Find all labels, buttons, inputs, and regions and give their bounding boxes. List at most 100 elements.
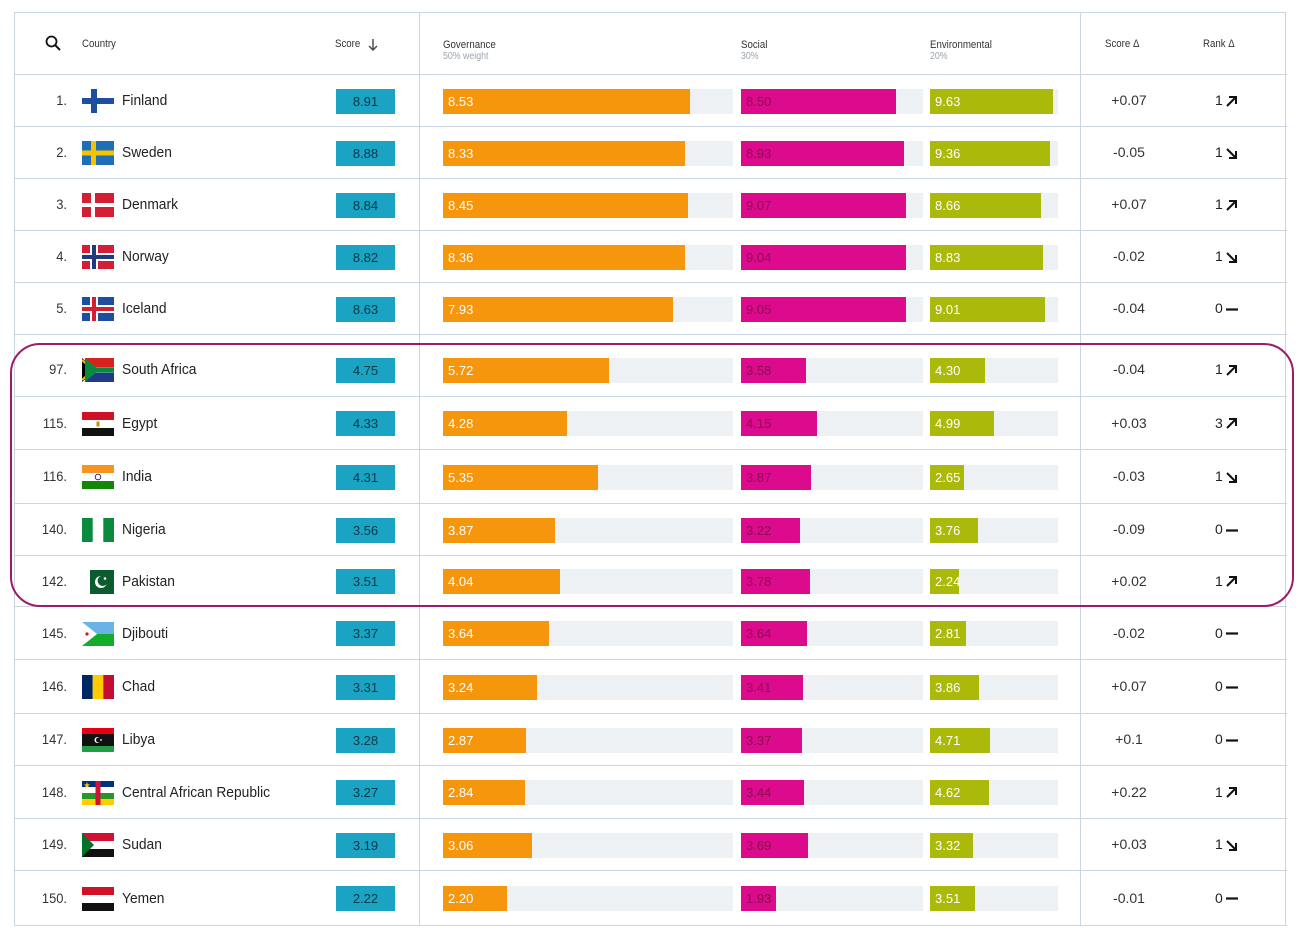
- gov-bar-track: 8.33: [443, 140, 733, 166]
- country-name[interactable]: Finland: [122, 92, 168, 109]
- env-value: 3.32: [935, 837, 961, 853]
- env-value: 9.01: [935, 301, 961, 317]
- soc-value: 3.22: [746, 522, 772, 538]
- header-score-delta[interactable]: Score Δ: [1105, 38, 1140, 50]
- table-row[interactable]: 150. Yemen 2.22 2.20 1.93 3.51 -0.01 0: [15, 871, 1287, 926]
- header-environmental[interactable]: Environmental 20%: [930, 39, 992, 63]
- soc-bar-track: 3.69: [741, 832, 923, 858]
- env-bar-fill: [930, 88, 1054, 114]
- country-name[interactable]: Sweden: [122, 144, 172, 161]
- rank-number: 1.: [56, 92, 67, 108]
- dash-icon: [1225, 686, 1238, 689]
- header-rank-delta[interactable]: Rank Δ: [1203, 38, 1235, 50]
- score-badge: 4.33: [336, 411, 395, 436]
- arrow-down-icon[interactable]: [368, 39, 378, 51]
- country-name[interactable]: Libya: [122, 731, 155, 748]
- gov-value: 4.04: [448, 574, 474, 589]
- soc-value: 9.04: [746, 249, 772, 265]
- table-row[interactable]: 149. Sudan 3.19 3.06 3.69 3.32 +0.03 1: [15, 819, 1287, 871]
- country-name[interactable]: Nigeria: [122, 521, 166, 538]
- rank-number: 142.: [41, 572, 67, 589]
- gov-bar-track: 2.84: [443, 780, 733, 805]
- score-delta: -0.02: [1113, 248, 1145, 264]
- table-row[interactable]: 148. Central African Republic 3.27 2.84 …: [15, 766, 1287, 819]
- sweden-flag-icon: [82, 141, 114, 165]
- search-icon[interactable]: [45, 35, 61, 51]
- country-name[interactable]: South Africa: [122, 361, 197, 378]
- rank-delta: 0: [1215, 521, 1239, 537]
- country-name[interactable]: Egypt: [122, 414, 158, 432]
- table-row[interactable]: 5. Iceland 8.63 7.93 9.05 9.01 -0.04 0: [15, 283, 1287, 335]
- country-name[interactable]: Djibouti: [122, 624, 169, 642]
- finland-flag-icon: [82, 89, 114, 113]
- country-name[interactable]: Pakistan: [122, 572, 175, 590]
- table-row[interactable]: 116. India 4.31 5.35 3.87 2.65 -0.03 1: [15, 450, 1287, 504]
- score-badge: 3.51: [336, 569, 395, 594]
- table-row[interactable]: 115. Egypt 4.33 4.28 4.15 4.99 +0.03 3: [15, 397, 1287, 450]
- score-badge: 8.88: [336, 140, 395, 166]
- country-name[interactable]: Denmark: [122, 196, 178, 213]
- soc-bar-fill: [741, 192, 907, 218]
- soc-value: 9.07: [746, 197, 772, 213]
- env-bar-track: 3.76: [930, 517, 1058, 543]
- arrow-up-right-icon: [1226, 576, 1237, 588]
- header-social-label: Social: [741, 39, 768, 51]
- rank-delta-value: 0: [1215, 521, 1223, 537]
- table-row[interactable]: 142. Pakistan 3.51 4.04 3.78 2.24 +0.02 …: [15, 556, 1287, 607]
- soc-bar-fill: [741, 569, 810, 594]
- rank-delta: 3: [1215, 415, 1238, 431]
- table-row[interactable]: 97. South Africa 4.75 5.72 3.58 4.30 -0.…: [15, 343, 1287, 397]
- rank-number: 140.: [41, 521, 67, 537]
- country-name[interactable]: Sudan: [122, 836, 162, 853]
- env-value: 3.51: [935, 891, 961, 906]
- header-country[interactable]: Country: [82, 38, 116, 50]
- rank-delta-value: 1: [1215, 92, 1223, 108]
- header-social[interactable]: Social 30%: [741, 39, 767, 63]
- score-delta: +0.07: [1111, 196, 1147, 212]
- soc-value: 3.87: [746, 469, 772, 485]
- header-score[interactable]: Score: [335, 38, 361, 50]
- soc-value: 1.93: [746, 891, 772, 906]
- soc-bar-fill: [741, 464, 812, 490]
- soc-bar-fill: [741, 140, 904, 166]
- header-environmental-label: Environmental: [930, 39, 992, 51]
- rank-delta: 1: [1215, 836, 1238, 852]
- arrow-up-right-icon: [1226, 787, 1237, 799]
- soc-bar-fill: [741, 296, 906, 322]
- table-row[interactable]: 1. Finland 8.91 8.53 8.50 9.63 +0.07 1: [15, 75, 1287, 127]
- env-bar-fill: [930, 244, 1043, 270]
- soc-bar-fill: [741, 517, 800, 543]
- table-row[interactable]: 145. Djibouti 3.37 3.64 3.64 2.81 -0.02 …: [15, 607, 1287, 660]
- rank-delta-value: 0: [1215, 300, 1223, 316]
- gov-bar-fill: [443, 192, 688, 218]
- country-name[interactable]: Norway: [122, 248, 169, 265]
- gov-bar-fill: [443, 296, 673, 322]
- header-governance[interactable]: Governance 50% weight: [443, 39, 496, 63]
- gov-bar-track: 2.20: [443, 886, 733, 911]
- table-row[interactable]: 4. Norway 8.82 8.36 9.04 8.83 -0.02 1: [15, 231, 1287, 283]
- rank-delta-value: 1: [1215, 836, 1223, 852]
- env-value: 4.99: [935, 416, 961, 431]
- table-row[interactable]: 2. Sweden 8.88 8.33 8.93 9.36 -0.05 1: [15, 127, 1287, 179]
- table-row[interactable]: 3. Denmark 8.84 8.45 9.07 8.66 +0.07 1: [15, 179, 1287, 231]
- country-name[interactable]: Chad: [122, 678, 155, 695]
- table-row[interactable]: 147. Libya 3.28 2.87 3.37 4.71 +0.1 0: [15, 714, 1287, 766]
- south-africa-flag-icon: [82, 358, 114, 382]
- country-name[interactable]: India: [122, 468, 152, 485]
- table-row[interactable]: 140. Nigeria 3.56 3.87 3.22 3.76 -0.09 0: [15, 504, 1287, 556]
- rank-delta: 1: [1215, 361, 1238, 377]
- chad-flag-icon: [82, 675, 114, 699]
- gov-bar-track: 3.24: [443, 674, 733, 700]
- country-name[interactable]: Yemen: [122, 889, 165, 907]
- soc-bar-fill: [741, 411, 817, 436]
- env-value: 2.81: [935, 626, 961, 641]
- gov-value: 3.06: [448, 837, 474, 853]
- rank-delta: 0: [1215, 300, 1239, 316]
- env-bar-fill: [930, 411, 994, 436]
- gov-value: 8.33: [448, 145, 474, 161]
- country-name[interactable]: Iceland: [122, 300, 167, 317]
- sudan-flag-icon: [82, 833, 114, 857]
- table-row[interactable]: 146. Chad 3.31 3.24 3.41 3.86 +0.07 0: [15, 660, 1287, 714]
- env-bar-fill: [930, 832, 973, 858]
- country-name[interactable]: Central African Republic: [122, 783, 271, 801]
